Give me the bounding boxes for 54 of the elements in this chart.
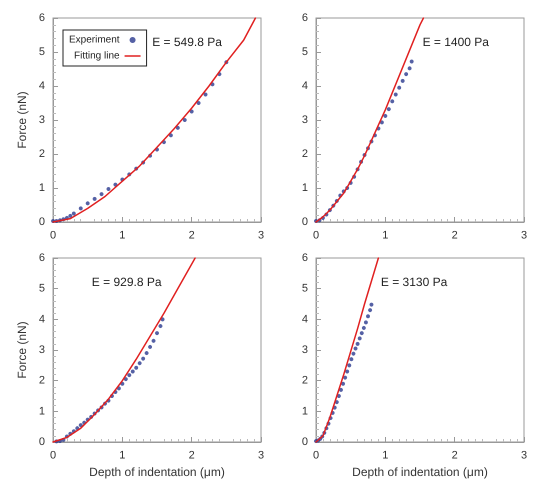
y-tick-label: 6 <box>302 12 308 24</box>
x-tick-label: 0 <box>312 450 320 462</box>
y-tick-label: 2 <box>302 148 308 160</box>
y-tick-label: 4 <box>302 80 308 92</box>
x-tick-label: 2 <box>452 450 458 462</box>
y-tick-label: 2 <box>38 148 46 160</box>
x-tick-label: 1 <box>119 450 126 462</box>
x-tick-label: 3 <box>520 450 528 462</box>
y-tick-label: 1 <box>302 182 308 194</box>
x-tick-label: 1 <box>119 230 126 242</box>
x-tick-label: 0 <box>50 230 56 242</box>
y-tick-label: 1 <box>38 182 46 194</box>
y-tick-label: 4 <box>38 80 46 92</box>
y-tick-label: 6 <box>38 252 46 264</box>
legend-label: Experiment <box>69 34 120 46</box>
y-tick-label: 2 <box>302 374 308 387</box>
x-tick-label: 2 <box>188 230 195 242</box>
x-axis-title: Depth of indentation (μm) <box>89 465 225 479</box>
y-tick-label: 6 <box>302 252 308 264</box>
y-tick-label: 4 <box>302 313 308 326</box>
x-tick-label: 3 <box>258 230 264 242</box>
x-tick-label: 2 <box>188 450 195 462</box>
annotation: E = 3130 Pa <box>380 275 448 289</box>
y-tick-label: 3 <box>38 114 46 126</box>
y-tick-label: 1 <box>38 405 46 418</box>
y-axis-title: Force (nN) <box>15 91 29 149</box>
y-tick-label: 5 <box>302 46 308 58</box>
y-tick-label: 0 <box>38 216 46 228</box>
y-tick-label: 5 <box>38 282 46 295</box>
annotation: E = 1400 Pa <box>422 35 490 49</box>
y-tick-label: 6 <box>38 12 46 24</box>
x-axis-title: Depth of indentation (μm) <box>352 465 488 479</box>
y-tick-label: 1 <box>302 405 308 418</box>
x-tick-label: 1 <box>382 230 388 242</box>
y-tick-label: 3 <box>38 344 46 356</box>
x-tick-label: 1 <box>382 450 388 462</box>
y-tick-label: 0 <box>302 436 308 448</box>
y-tick-label: 5 <box>38 46 46 58</box>
y-axis-title: Force (nN) <box>15 321 29 379</box>
x-tick-label: 0 <box>312 230 320 242</box>
x-tick-label: 3 <box>520 230 528 242</box>
x-tick-label: 2 <box>452 230 458 242</box>
y-tick-label: 0 <box>38 436 46 448</box>
annotation: E = 929.8 Pa <box>92 275 162 289</box>
x-tick-label: 3 <box>258 450 264 462</box>
y-tick-label: 0 <box>302 216 308 228</box>
legend-label: Fitting line <box>74 50 120 62</box>
annotation: E = 549.8 Pa <box>152 35 222 49</box>
x-tick-label: 0 <box>50 450 56 462</box>
y-tick-label: 5 <box>302 282 308 295</box>
y-tick-label: 3 <box>302 344 308 356</box>
y-tick-label: 4 <box>38 313 46 326</box>
y-tick-label: 3 <box>302 114 308 126</box>
y-tick-label: 2 <box>38 374 46 387</box>
